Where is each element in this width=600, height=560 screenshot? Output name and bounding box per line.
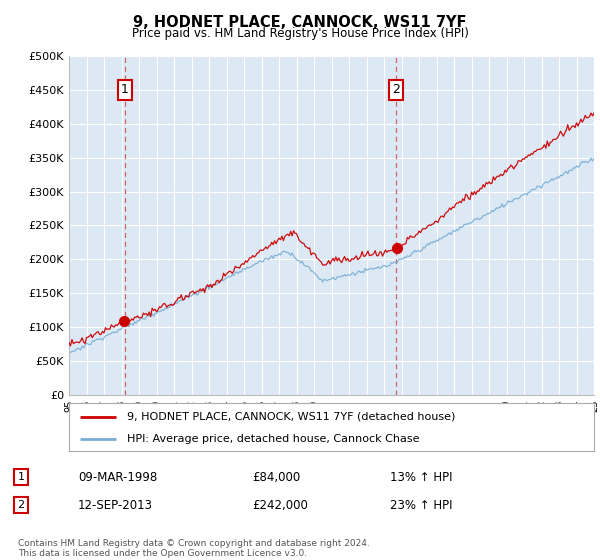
- Text: 13% ↑ HPI: 13% ↑ HPI: [390, 470, 452, 484]
- Text: 09-MAR-1998: 09-MAR-1998: [78, 470, 157, 484]
- Text: £242,000: £242,000: [252, 498, 308, 512]
- Text: £84,000: £84,000: [252, 470, 300, 484]
- Text: 2: 2: [392, 83, 400, 96]
- Text: 9, HODNET PLACE, CANNOCK, WS11 7YF (detached house): 9, HODNET PLACE, CANNOCK, WS11 7YF (deta…: [127, 412, 455, 422]
- Text: 1: 1: [17, 472, 25, 482]
- Text: 9, HODNET PLACE, CANNOCK, WS11 7YF: 9, HODNET PLACE, CANNOCK, WS11 7YF: [133, 15, 467, 30]
- Text: 12-SEP-2013: 12-SEP-2013: [78, 498, 153, 512]
- Text: 2: 2: [17, 500, 25, 510]
- Text: 1: 1: [121, 83, 129, 96]
- Text: HPI: Average price, detached house, Cannock Chase: HPI: Average price, detached house, Cann…: [127, 434, 419, 444]
- Text: Contains HM Land Registry data © Crown copyright and database right 2024.
This d: Contains HM Land Registry data © Crown c…: [18, 539, 370, 558]
- Text: 23% ↑ HPI: 23% ↑ HPI: [390, 498, 452, 512]
- Text: Price paid vs. HM Land Registry's House Price Index (HPI): Price paid vs. HM Land Registry's House …: [131, 27, 469, 40]
